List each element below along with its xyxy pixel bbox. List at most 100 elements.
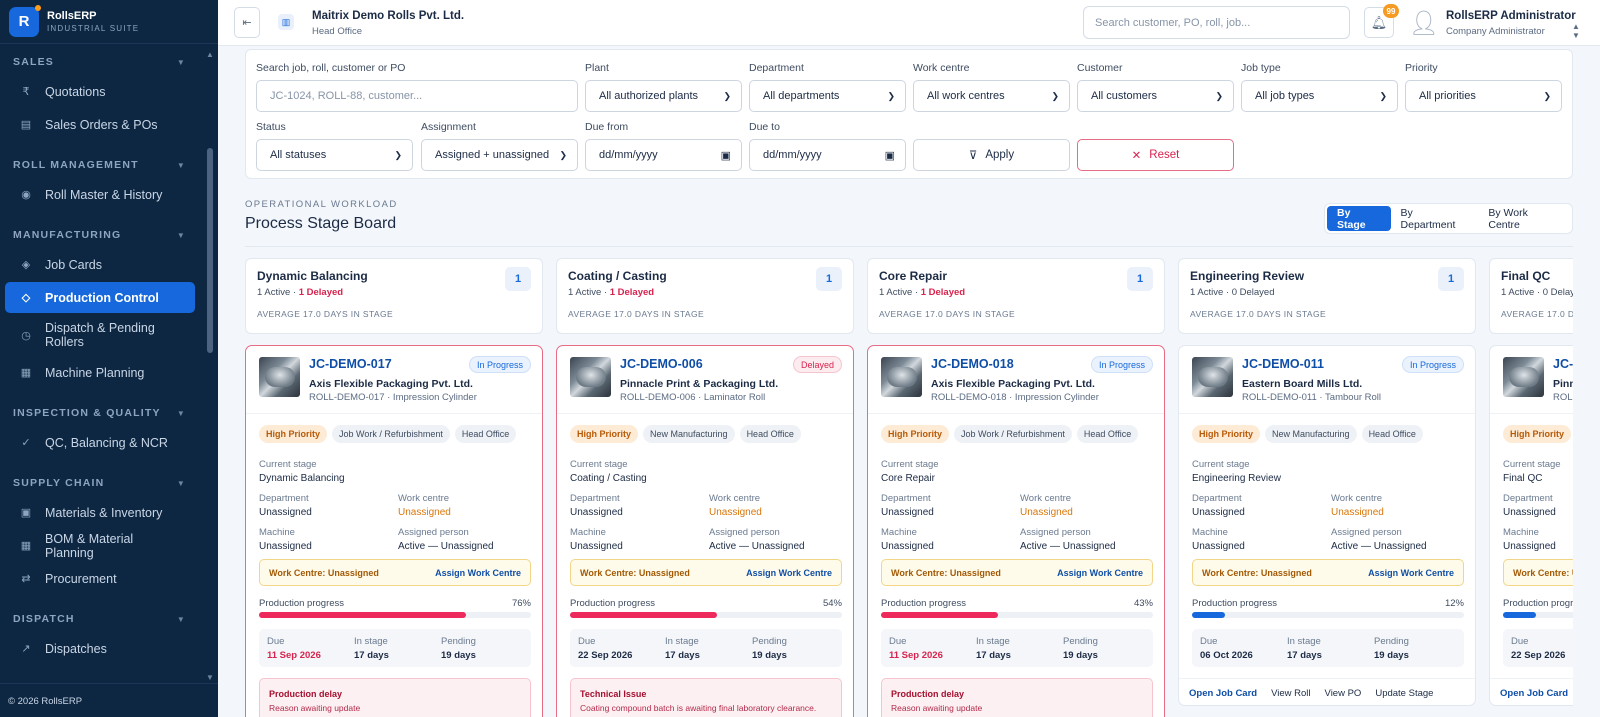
user-avatar[interactable]: 👤︎ (1408, 9, 1440, 37)
arrow-out-icon: ↗ (21, 643, 31, 655)
stage-counts: 1 Active · 0 Delayed (1190, 287, 1275, 298)
action-open-job-card[interactable]: Open Job Card (1189, 688, 1258, 699)
stage-summary-card[interactable]: Dynamic Balancing 1 Active · 1 Delayed AVE… (245, 258, 543, 334)
nav-section-inspection-quality[interactable]: INSPECTION & QUALITY ▼ (0, 401, 218, 425)
user-menu-chevron-icon[interactable]: ▲ ▼ (1572, 22, 1580, 40)
job-id-link[interactable]: JC-DEMO-011 (1242, 357, 1324, 371)
calendar-icon[interactable]: ▣ (884, 149, 895, 162)
job-card[interactable]: JC-DEMO-017 Axis Flexible Packaging Pvt. … (245, 345, 543, 717)
progress-label: Production progress (881, 598, 967, 609)
assignment-select[interactable]: Assigned + unassigned ❯ (421, 139, 578, 171)
action-update-stage[interactable]: Update Stage (1375, 688, 1434, 699)
sidebar-item-label: Dispatch & Pending Rollers (45, 321, 155, 349)
sidebar-item-label: Job Cards (45, 257, 102, 272)
job-id-link[interactable]: JC-DEMO-018 (931, 357, 1014, 371)
view-tab-by-work-centre[interactable]: By Work Centre (1488, 206, 1528, 231)
sidebar-item-qc-balancing-ncr[interactable]: ✓ QC, Balancing & NCR (5, 427, 195, 458)
action-view-roll[interactable]: View Roll (1271, 688, 1311, 699)
pending: Pending 19 days (1374, 636, 1409, 661)
in-stage-value: 17 days (1287, 650, 1322, 661)
assign-work-centre-link[interactable]: Assign Work Centre (1368, 567, 1454, 578)
sidebar-item-quotations[interactable]: ₹ Quotations (5, 76, 195, 107)
active-count: 1 Active · (568, 287, 610, 298)
nav-section-manufacturing[interactable]: MANUFACTURING ▼ (0, 223, 218, 247)
stage-average: AVERAGE 17.0 DAYS IN STAGE (879, 309, 1016, 319)
work-centre-alert-text: Work Centre: Unassigned (580, 567, 690, 578)
stage-summary-card[interactable]: Engineering Review 1 Active · 0 Delayed AV… (1178, 258, 1476, 334)
filter-panel: Search job, roll, customer or PO JC-1024… (245, 49, 1573, 179)
nav-section-supply-chain[interactable]: SUPPLY CHAIN ▼ (0, 471, 218, 495)
work-centre-select-value: All work centres (927, 90, 1005, 102)
reset-filters-button[interactable]: ✕ Reset (1077, 139, 1234, 171)
nav-section-roll-management[interactable]: ROLL MANAGEMENT ▼ (0, 153, 218, 177)
stage-counts: 1 Active · 1 Delayed (257, 287, 343, 298)
assigned-person-label: Assigned person (709, 527, 780, 538)
brand[interactable]: R RollsERP INDUSTRIAL SUITE (0, 0, 218, 44)
assigned-person: Assigned person Active — Unassigned (398, 527, 494, 552)
nav-section-sales[interactable]: SALES ▼ (0, 50, 218, 74)
job-id-link[interactable]: JC-DEMO-012 (1553, 357, 1573, 371)
assign-work-centre-link[interactable]: Assign Work Centre (746, 567, 832, 578)
apply-filters-button[interactable]: ⊽ Apply (913, 139, 1070, 171)
priority-chip: High Priority (570, 425, 639, 443)
stage-summary-card[interactable]: Core Repair 1 Active · 1 Delayed AVERAGE 1… (867, 258, 1165, 334)
filter-search-input[interactable]: JC-1024, ROLL-88, customer... (256, 80, 578, 112)
card-actions: Open Job Card View Roll View PO Update Stag… (1179, 678, 1475, 705)
assign-work-centre-link[interactable]: Assign Work Centre (435, 567, 521, 578)
sidebar-item-roll-master-history[interactable]: ◉ Roll Master & History (5, 179, 195, 210)
scroll-up-icon[interactable]: ▲ (206, 50, 214, 59)
action-view-po[interactable]: View PO (1324, 688, 1362, 699)
sidebar-scrollbar[interactable]: ▲ ▼ (206, 48, 214, 682)
sidebar-footer: © 2026 RollsERP (0, 683, 218, 717)
filter-due-to: Due to dd/mm/yyyy ▣ (749, 121, 906, 171)
job-card[interactable]: JC-DEMO-012 Pinnacle Print & Packaging Lt… (1489, 345, 1573, 706)
assign-work-centre-link[interactable]: Assign Work Centre (1057, 567, 1143, 578)
job-card[interactable]: JC-DEMO-006 Pinnacle Print & Packaging Lt… (556, 345, 854, 717)
stage-summary-card[interactable]: Coating / Casting 1 Active · 1 Delayed AVE… (556, 258, 854, 334)
sidebar-item-bom-material-planning[interactable]: ▦ BOM & Material Planning (5, 530, 195, 561)
calendar-icon[interactable]: ▣ (720, 149, 731, 162)
filter-priority-label: Priority (1405, 62, 1438, 74)
nav-section-finance-accounts[interactable]: FINANCE & ACCOUNTS▼ (0, 677, 218, 682)
collapse-sidebar-button[interactable]: ⇤ (234, 7, 260, 38)
due-to-date-input[interactable]: dd/mm/yyyy ▣ (749, 139, 906, 171)
department-value: Unassigned (881, 507, 934, 518)
sidebar-item-procurement[interactable]: ⇄ Procurement (5, 563, 195, 594)
machine-value: Unassigned (881, 541, 934, 552)
scrollbar-thumb[interactable] (207, 148, 213, 353)
job-id-link[interactable]: JC-DEMO-017 (309, 357, 392, 371)
priority-select[interactable]: All priorities ❯ (1405, 80, 1562, 112)
sidebar-item-materials-inventory[interactable]: ▣ Materials & Inventory (5, 497, 195, 528)
view-tab-by-department[interactable]: By Department (1400, 206, 1456, 231)
sidebar-item-sales-orders-pos[interactable]: ▤ Sales Orders & POs (5, 109, 195, 140)
action-open-job-card[interactable]: Open Job Card (1500, 688, 1569, 699)
sidebar-item-machine-planning[interactable]: ▦ Machine Planning (5, 357, 195, 388)
document-list-icon: ▤ (20, 119, 32, 131)
job-id-link[interactable]: JC-DEMO-006 (620, 357, 703, 371)
assigned-person-value: Active — Unassigned (709, 541, 805, 552)
job-type-select[interactable]: All job types ❯ (1241, 80, 1398, 112)
job-card[interactable]: JC-DEMO-011 Eastern Board Mills Ltd. ROLL-… (1178, 345, 1476, 706)
notifications-button[interactable]: 🔔︎ 99 (1364, 4, 1399, 38)
sidebar-item-dispatches[interactable]: ↗ Dispatches (5, 633, 195, 664)
sidebar-item-dispatch-pending-rollers[interactable]: ◷ Dispatch & Pending Rollers (5, 315, 195, 355)
assigned-person: Assigned person Active — Unassigned (1020, 527, 1116, 552)
scroll-down-icon[interactable]: ▼ (206, 673, 214, 682)
customer-select[interactable]: All customers ❯ (1077, 80, 1234, 112)
nav-section-dispatch[interactable]: DISPATCH ▼ (0, 607, 218, 631)
work-centre-select[interactable]: All work centres ❯ (913, 80, 1070, 112)
company-name[interactable]: Maitrix Demo Rolls Pvt. Ltd. (312, 10, 465, 22)
sidebar-item-production-control[interactable]: ◇ Production Control (5, 282, 195, 313)
stage-summary-card[interactable]: Final QC 1 Active · 0 Delayed AVERAGE 17.0… (1489, 258, 1573, 334)
job-card[interactable]: JC-DEMO-018 Axis Flexible Packaging Pvt. … (867, 345, 1165, 717)
plant-select[interactable]: All authorized plants ❯ (585, 80, 742, 112)
sidebar-item-job-cards[interactable]: ◈ Job Cards (5, 249, 195, 280)
status-select[interactable]: All statuses ❯ (256, 139, 413, 171)
branch-name: Head Office (312, 26, 362, 37)
view-tab-by-stage[interactable]: By Stage (1327, 206, 1391, 231)
due-from-date-input[interactable]: dd/mm/yyyy ▣ (585, 139, 742, 171)
department-select[interactable]: All departments ❯ (749, 80, 906, 112)
in-stage-label: In stage (665, 636, 699, 647)
global-search-input[interactable] (1083, 6, 1350, 39)
user-name[interactable]: RollsERP Administrator (1446, 10, 1576, 22)
